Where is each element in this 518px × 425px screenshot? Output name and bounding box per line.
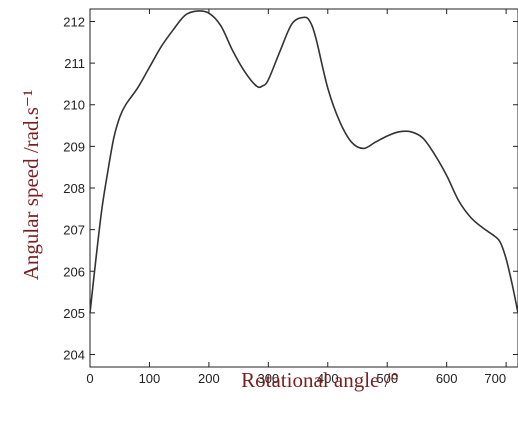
x-axis-ticks: 0 100 200 300 400 500 600 700 [86,9,507,386]
y-tick-label: 206 [63,264,85,279]
x-tick-label: 500 [376,371,398,386]
x-tick-label: 200 [198,371,220,386]
y-tick-label: 209 [63,139,85,154]
x-tick-label: 700 [484,371,506,386]
x-tick-label: 400 [317,371,339,386]
y-axis-ticks: 204 205 206 207 208 209 210 211 212 [63,14,518,363]
y-tick-label: 208 [63,181,85,196]
y-tick-label: 207 [63,223,85,238]
x-axis-title: Rotational angle /° [241,368,399,392]
series-line [89,10,518,314]
x-tick-label: 600 [436,371,458,386]
x-tick-label: 100 [139,371,161,386]
x-tick-label: 0 [86,371,93,386]
plot-frame [89,8,518,368]
y-tick-label: 212 [63,14,85,29]
y-axis-title: Angular speed /rad.s⁻¹ [19,90,43,281]
y-tick-label: 210 [63,98,85,113]
y-tick-label: 204 [63,348,85,363]
y-tick-label: 211 [64,56,85,71]
x-tick-label: 300 [257,371,279,386]
y-tick-label: 205 [63,306,85,321]
